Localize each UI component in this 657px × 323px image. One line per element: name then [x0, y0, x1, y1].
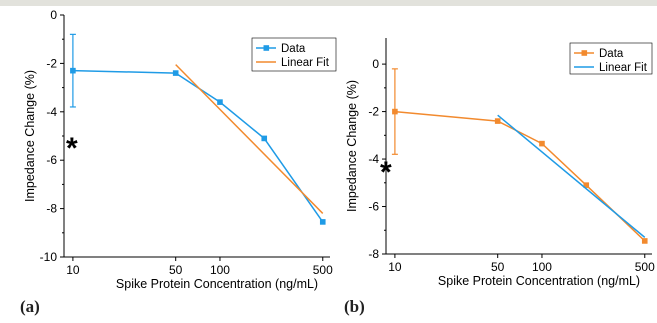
x-tick-label: 500 — [313, 263, 333, 277]
legend-swatch-marker — [263, 45, 270, 51]
x-tick-label: 10 — [388, 260, 402, 274]
x-tick-label: 100 — [210, 263, 230, 277]
legend-entry: Linear Fit — [599, 62, 648, 74]
legend-entry: Data — [281, 43, 306, 55]
linear-fit-line — [175, 64, 324, 214]
significance-asterisk: * — [380, 156, 392, 189]
data-point — [172, 70, 179, 76]
panel-label-a: (a) — [20, 297, 40, 316]
data-point — [392, 108, 398, 115]
y-tick-label: -6 — [46, 153, 57, 167]
data-series-line — [72, 69, 324, 223]
legend-entry: Linear Fit — [281, 57, 330, 69]
x-tick-label: 50 — [491, 260, 505, 274]
y-tick-label: -6 — [368, 200, 379, 214]
legend-box — [569, 42, 653, 75]
x-tick-label: 10 — [66, 263, 80, 277]
x-axis-title: Spike Protein Concentration (ng/mL) — [116, 277, 318, 291]
significance-asterisk: * — [66, 132, 78, 165]
top-divider-bar — [0, 0, 657, 6]
y-tick-label: -2 — [46, 56, 57, 70]
data-point — [70, 67, 76, 74]
x-tick-label: 100 — [532, 260, 552, 274]
y-axis-title: Impedance Change (%) — [345, 80, 359, 212]
y-tick-label: -4 — [368, 152, 379, 166]
x-tick-label: 500 — [635, 260, 655, 274]
y-tick-label: -8 — [368, 247, 379, 261]
data-point — [641, 238, 648, 244]
data-point — [583, 182, 590, 188]
legend-swatch-marker — [581, 50, 588, 56]
y-tick-label: -4 — [46, 105, 57, 119]
legend-box — [251, 37, 337, 72]
linear-fit-line — [497, 114, 646, 238]
y-tick-label: -10 — [40, 250, 58, 264]
x-axis-title: Spike Protein Concentration (ng/mL) — [438, 274, 640, 288]
data-point — [539, 140, 545, 147]
y-axis-title: Impedance Change (%) — [23, 70, 37, 202]
legend-entry: Data — [599, 48, 624, 60]
y-tick-label: -2 — [368, 105, 379, 119]
data-point — [319, 219, 326, 225]
data-point — [217, 99, 223, 105]
data-point — [261, 135, 268, 142]
y-tick-label: 0 — [372, 57, 379, 71]
data-series-line — [394, 110, 646, 242]
y-tick-label: 0 — [50, 8, 57, 22]
y-tick-label: -8 — [46, 202, 57, 216]
data-point — [494, 118, 501, 124]
x-tick-label: 50 — [169, 263, 183, 277]
panel-label-b: (b) — [344, 297, 365, 316]
